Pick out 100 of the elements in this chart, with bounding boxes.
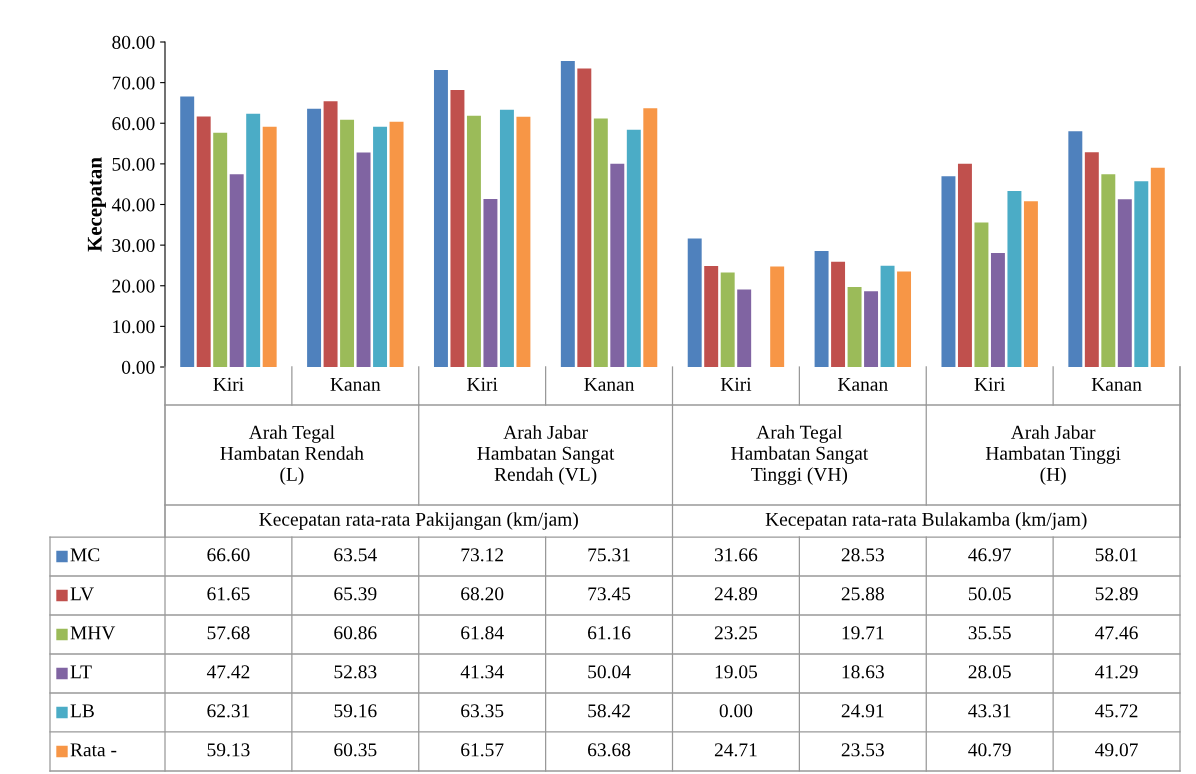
data-label: 60.86	[334, 626, 377, 640]
bar	[373, 126, 388, 367]
bar	[1117, 199, 1132, 367]
bar	[560, 61, 575, 367]
bar	[577, 68, 592, 367]
text: Arah Jabar Hambatan Tinggi (H)	[985, 425, 1121, 485]
text: Kecepatan rata-rata Pakijangan (km/jam)	[259, 512, 578, 530]
y-tick-label: 70.00	[112, 76, 155, 90]
legend-label: Rata -	[70, 743, 117, 757]
x-tick-label: Kiri	[974, 377, 1005, 391]
legend-label: LT	[70, 665, 92, 679]
bar	[213, 132, 228, 367]
bar	[864, 291, 879, 367]
bar	[307, 108, 322, 367]
data-label: 50.05	[968, 587, 1011, 601]
bar	[974, 222, 989, 367]
bar	[880, 265, 895, 367]
data-label: 49.07	[1095, 743, 1138, 757]
bar	[1068, 131, 1083, 367]
bar	[1150, 167, 1165, 367]
bar	[1101, 174, 1116, 367]
data-label: 0.00	[719, 704, 753, 718]
data-label: 50.04	[588, 665, 631, 679]
bar	[847, 286, 862, 367]
legend-label: LB	[70, 704, 94, 718]
bar	[1023, 201, 1038, 367]
bar	[1084, 152, 1099, 367]
data-label: 24.89	[714, 587, 758, 601]
bar	[262, 126, 277, 367]
bar	[1134, 181, 1149, 367]
data-label: 24.71	[714, 743, 757, 757]
data-label: 45.72	[1095, 704, 1138, 718]
data-label: 66.60	[207, 548, 250, 562]
data-label: 60.35	[334, 743, 377, 757]
bar	[389, 121, 404, 367]
x-tick-label: Kiri	[467, 377, 498, 391]
data-label: 61.65	[207, 587, 250, 601]
data-label: 40.79	[968, 743, 1011, 757]
data-label: 57.68	[207, 626, 250, 640]
bar	[720, 272, 735, 367]
data-label: 75.31	[588, 548, 630, 562]
x-tick-label: Kiri	[720, 377, 752, 391]
x-tick-label: Kanan	[1091, 377, 1142, 391]
y-tick-label: 60.00	[112, 117, 155, 131]
bar	[737, 289, 752, 367]
bar	[466, 115, 481, 367]
data-label: 52.89	[1095, 587, 1138, 601]
data-label: 58.01	[1095, 548, 1138, 562]
x-tick-label: Kanan	[584, 377, 635, 391]
x-tick-label: Kanan	[838, 377, 888, 391]
text: Arah Tegal Hambatan Rendah (L)	[220, 425, 364, 485]
bar	[433, 69, 448, 367]
bar	[770, 266, 785, 367]
data-label: 61.16	[588, 626, 631, 640]
x-tick-label: Kanan	[330, 377, 381, 391]
data-label: 73.45	[588, 587, 631, 601]
data-label: 23.53	[841, 743, 884, 757]
bar	[897, 271, 912, 367]
bar	[356, 152, 371, 367]
data-label: 35.55	[968, 626, 1011, 640]
data-label: 59.13	[207, 743, 250, 757]
y-tick-label: 80.00	[112, 35, 155, 50]
y-tick-label: 30.00	[112, 238, 155, 253]
data-label: 25.88	[841, 587, 884, 601]
data-label: 46.97	[968, 548, 1011, 562]
bar	[499, 109, 514, 367]
data-label: 47.46	[1095, 626, 1138, 640]
x-tick-label: Kiri	[213, 377, 244, 391]
data-label: 63.35	[461, 704, 504, 718]
data-label: 23.25	[714, 626, 758, 640]
bar	[340, 119, 355, 367]
bar	[483, 199, 498, 367]
data-label: 19.71	[842, 626, 884, 640]
bar	[941, 176, 956, 367]
data-label: 28.53	[841, 548, 884, 562]
y-axis-title: Kecepatan	[87, 157, 106, 252]
bar	[323, 101, 338, 367]
data-label: 19.05	[715, 665, 758, 679]
bar	[814, 251, 829, 367]
data-label: 47.42	[206, 665, 250, 679]
data-label: 28.05	[968, 665, 1011, 679]
bar	[593, 118, 608, 367]
data-label: 59.16	[334, 704, 377, 718]
y-tick-label: 0.00	[121, 360, 155, 375]
bar	[1007, 191, 1022, 367]
text: Kecepatan rata-rata Bulakamba (km/jam)	[765, 512, 1087, 530]
y-tick-label: 20.00	[112, 279, 155, 293]
data-label: 61.84	[461, 626, 504, 640]
bar	[704, 265, 719, 367]
bar	[180, 96, 195, 367]
bar	[957, 163, 972, 367]
data-label: 52.83	[334, 665, 377, 679]
bar	[229, 174, 244, 367]
bar	[626, 129, 641, 367]
data-label: 63.68	[588, 743, 631, 757]
data-label: 73.12	[461, 548, 503, 562]
data-label: 24.91	[841, 704, 884, 718]
data-label: 58.42	[588, 704, 630, 718]
legend-label: MC	[70, 548, 100, 562]
text: Arah Jabar Hambatan Sangat Rendah (VL)	[477, 425, 615, 485]
